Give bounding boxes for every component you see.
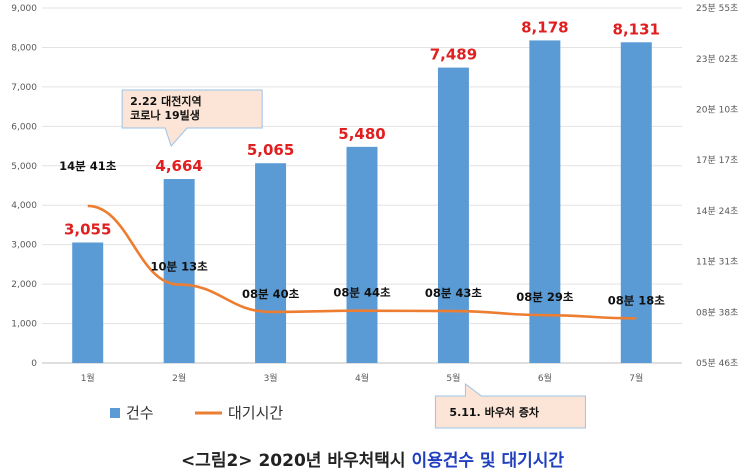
bar-value-label: 8,131 [613,20,660,38]
legend: 건수 대기시간 [110,404,283,422]
bar-value-label: 3,055 [64,220,111,238]
y-right-tick-label: 08분 38초 [696,307,738,318]
wait-time-label: 14분 41초 [59,159,117,173]
x-tick-label: 3월 [264,372,278,384]
data-labels: 3,055 4,664 5,065 5,480 7,489 8,178 8,131 14분 4… [59,18,665,307]
callout-text: 5.11. 바우처 증차 [449,405,539,419]
y-right-tick-label: 11분 31초 [696,257,738,268]
y-left-tick-label: 0 [31,359,37,369]
y-left-tick-label: 3,000 [11,241,37,251]
y-left-tick-label: 5,000 [11,162,37,172]
bar-value-label: 5,480 [338,125,385,143]
y-right-tick-label: 14분 24초 [696,206,738,217]
wait-time-label: 08분 44초 [333,286,391,300]
y-right-tick-label: 05분 46초 [696,358,738,369]
wait-time-series-line [87,204,637,320]
axes: 0 1,000 2,000 3,000 4,000 5,000 6,000 7,000 8,00… [11,3,738,384]
y-left-tick-label: 1,000 [11,320,37,330]
x-tick-label: 2월 [172,372,186,384]
y-left-tick-label: 6,000 [11,122,37,132]
figure-caption: <그림2> 2020년 바우처택시 이용건수 및 대기시간 [0,446,745,471]
bar-value-label: 8,178 [521,18,568,36]
bar-value-label: 5,065 [247,141,294,159]
bar [346,146,378,363]
callout-text: 코로나 19빌생 [130,108,200,122]
bar [620,42,652,363]
callout-box [121,89,263,147]
wait-time-label: 08분 29초 [516,290,574,304]
bar [72,242,104,363]
y-right-tick-label: 23분 02초 [696,54,738,65]
x-tick-label: 7월 [629,372,643,384]
bar-value-label: 7,489 [430,46,477,64]
y-right-tick-label: 25분 55초 [696,3,738,14]
legend-swatch-bar [110,408,120,418]
x-tick-label: 5월 [446,372,460,384]
y-left-tick-label: 7,000 [11,83,37,93]
y-left-tick-label: 9,000 [11,4,37,14]
wait-time-label: 08분 40초 [242,287,300,301]
callout-box [434,383,586,429]
bars [72,40,652,363]
caption-prefix: <그림2> 2020년 바우처택시 [180,451,412,471]
x-tick-label: 1월 [81,372,95,384]
wait-time-label: 08분 18초 [608,293,666,307]
y-right-tick-label: 17분 17초 [696,155,738,166]
legend-label: 건수 [126,404,154,422]
bar [529,40,561,363]
bar [163,179,195,363]
x-tick-label: 4월 [355,372,369,384]
bar-value-label: 4,664 [155,157,202,175]
bar [255,163,287,363]
x-tick-label: 6월 [538,372,552,384]
bar [437,67,469,363]
callout-text: 2.22 대전지역 [130,94,201,108]
caption-highlight: 이용건수 및 대기시간 [411,451,565,471]
y-left-tick-label: 2,000 [11,280,37,290]
legend-label: 대기시간 [228,404,283,422]
wait-time-label: 08분 43초 [425,286,483,300]
wait-time-label: 10분 13초 [151,260,209,274]
y-right-tick-label: 20분 10초 [696,104,738,115]
y-left-tick-label: 4,000 [11,201,37,211]
wait-time-line [87,204,637,320]
y-left-tick-label: 8,000 [11,43,37,53]
